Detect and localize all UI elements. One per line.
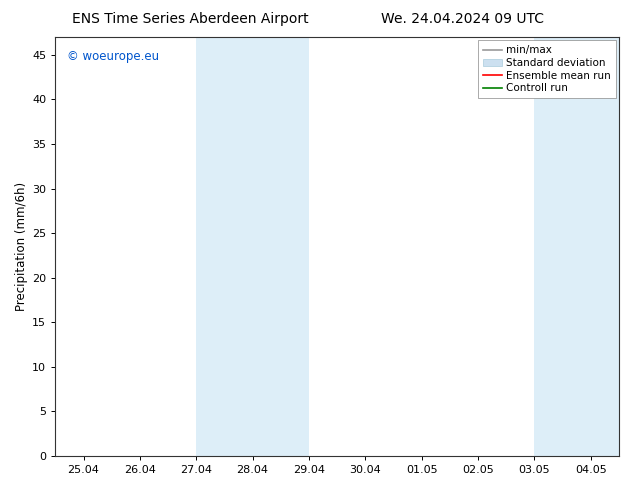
Text: We. 24.04.2024 09 UTC: We. 24.04.2024 09 UTC (381, 12, 545, 26)
Bar (591, 37, 619, 456)
Legend: min/max, Standard deviation, Ensemble mean run, Controll run: min/max, Standard deviation, Ensemble me… (478, 40, 616, 98)
Text: ENS Time Series Aberdeen Airport: ENS Time Series Aberdeen Airport (72, 12, 309, 26)
Bar (252, 37, 309, 456)
Bar (534, 37, 591, 456)
Y-axis label: Precipitation (mm/6h): Precipitation (mm/6h) (15, 182, 28, 311)
Bar (197, 37, 252, 456)
Text: © woeurope.eu: © woeurope.eu (67, 49, 158, 63)
